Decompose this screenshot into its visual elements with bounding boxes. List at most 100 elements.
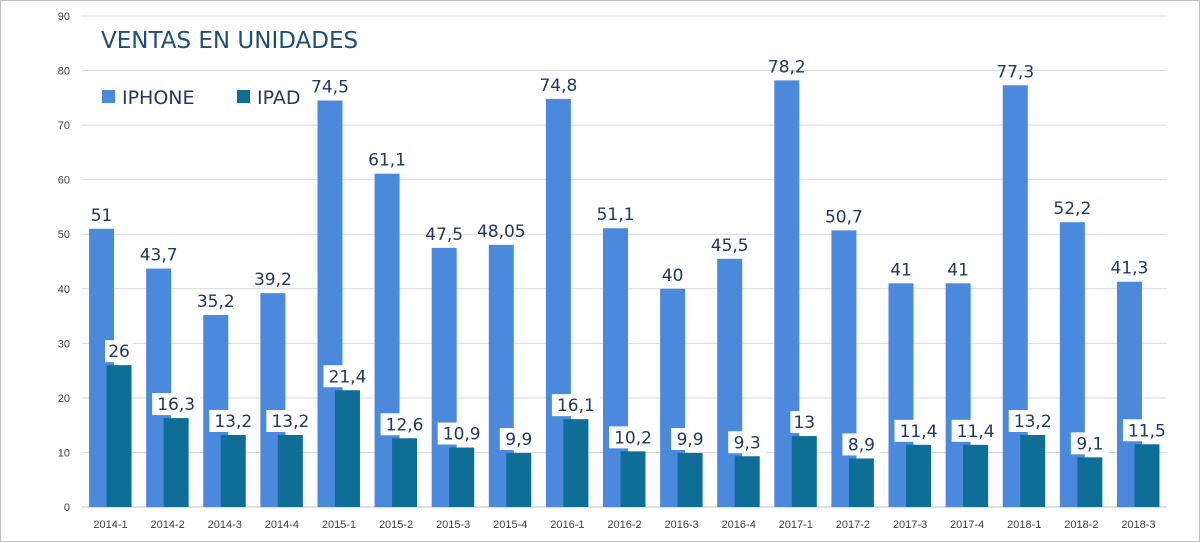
bar-iphone [774, 80, 800, 508]
data-label-ipad: 9,1 [1076, 434, 1103, 454]
data-label-ipad: 16,1 [557, 396, 595, 416]
data-label-ipad: 9,9 [505, 430, 532, 450]
data-label-iphone: 61,1 [368, 151, 406, 171]
data-label-ipad: 13,2 [1014, 412, 1052, 432]
data-label-iphone: 40 [662, 266, 684, 286]
y-tick-label: 80 [58, 66, 70, 78]
bar-ipad [963, 444, 989, 507]
bar-ipad [506, 452, 532, 507]
bar-ipad [1077, 457, 1103, 507]
x-tick-label: 2014-3 [208, 519, 242, 531]
data-labels: 51 26 43,7 16,3 35,2 13,2 39,2 13,2 74,5 21,4 61,1… [91, 57, 1171, 456]
data-label-iphone: 45,5 [711, 236, 749, 256]
data-label-ipad: 16,3 [157, 395, 195, 415]
y-tick-label: 50 [58, 229, 70, 241]
data-label-ipad: 11,5 [1128, 421, 1166, 441]
y-tick-label: 20 [58, 393, 70, 405]
legend-label-ipad: IPAD [257, 87, 300, 109]
data-label-ipad: 21,4 [329, 367, 367, 387]
legend-label-iphone: IPHONE [122, 87, 195, 109]
bar-ipad [277, 434, 303, 507]
data-label-iphone: 35,2 [197, 292, 235, 312]
data-label-ipad: 12,6 [386, 415, 424, 435]
x-axis-ticks: 2014-1 2014-2 2014-3 2014-4 2015-1 2015-2 2015… [93, 519, 1155, 531]
data-label-background [209, 409, 258, 432]
x-tick-label: 2015-4 [493, 519, 527, 531]
x-tick-label: 2017-3 [893, 519, 927, 531]
y-tick-label: 10 [58, 447, 70, 459]
x-tick-label: 2016-4 [722, 519, 756, 531]
chart-title: VENTAS EN UNIDADES [101, 28, 358, 54]
data-label-background [1008, 409, 1057, 432]
data-label-ipad: 11,4 [957, 422, 995, 442]
y-tick-label: 0 [64, 502, 70, 514]
bar-ipad [677, 452, 703, 507]
data-label-iphone: 51,1 [597, 205, 635, 225]
bar-ipad [1134, 444, 1160, 507]
y-tick-label: 40 [58, 284, 70, 296]
data-label-ipad: 11,4 [900, 422, 938, 442]
x-tick-label: 2014-4 [265, 519, 299, 531]
data-label-iphone: 47,5 [425, 225, 463, 245]
data-label-ipad: 10,9 [443, 425, 481, 445]
x-tick-label: 2018-3 [1121, 519, 1155, 531]
data-label-background [499, 427, 538, 450]
data-label-iphone: 78,2 [768, 57, 806, 77]
data-label-iphone: 41,3 [1111, 259, 1149, 279]
data-label-ipad: 13,2 [214, 412, 252, 432]
data-label-background [842, 433, 881, 456]
y-axis-ticks: 0 10 20 30 40 50 60 70 80 90 [58, 11, 70, 514]
data-label-ipad: 9,9 [677, 430, 704, 450]
data-label-ipad: 13,2 [271, 412, 309, 432]
data-label-iphone: 39,2 [254, 270, 292, 290]
data-label-iphone: 41 [890, 260, 912, 280]
data-label-background [152, 393, 201, 416]
bar-ipad [791, 436, 817, 507]
data-label-ipad: 8,9 [848, 435, 875, 455]
data-label-background [671, 427, 710, 450]
y-tick-label: 60 [58, 175, 70, 187]
x-tick-label: 2015-2 [379, 519, 413, 531]
bar-ipad [220, 434, 246, 507]
bar-ipad [163, 418, 189, 507]
data-label-background [728, 431, 767, 454]
data-label-ipad: 9,3 [734, 433, 761, 453]
x-tick-label: 2015-1 [322, 519, 356, 531]
data-label-background [437, 422, 486, 445]
data-label-background [1122, 419, 1171, 442]
data-label-background [1070, 432, 1109, 455]
bar-ipad [392, 438, 418, 507]
data-label-background [380, 413, 429, 436]
legend: IPHONE IPAD [102, 87, 300, 109]
x-tick-label: 2014-1 [93, 519, 127, 531]
legend-swatch-ipad [237, 90, 250, 103]
legend-swatch-iphone [102, 90, 115, 103]
data-label-background [266, 409, 315, 432]
data-label-ipad: 13 [793, 413, 815, 433]
data-label-iphone: 51 [91, 206, 113, 226]
x-tick-label: 2017-4 [950, 519, 984, 531]
data-label-background [951, 419, 1000, 442]
data-label-iphone: 74,5 [311, 78, 349, 98]
y-tick-label: 90 [58, 11, 70, 23]
x-tick-label: 2017-1 [779, 519, 813, 531]
bar-ipad [106, 365, 132, 507]
y-tick-label: 30 [58, 338, 70, 350]
bar-ipad [1020, 434, 1046, 507]
data-label-iphone: 77,3 [996, 62, 1034, 82]
bars [89, 80, 1160, 508]
x-tick-label: 2018-2 [1064, 519, 1098, 531]
data-label-iphone: 41 [947, 260, 969, 280]
data-label-iphone: 50,7 [825, 207, 863, 227]
data-label-background [551, 394, 600, 417]
data-label-ipad: 10,2 [614, 428, 652, 448]
data-label-background [105, 340, 134, 363]
x-tick-label: 2016-2 [607, 519, 641, 531]
data-label-background [609, 426, 657, 449]
x-tick-label: 2016-1 [550, 519, 584, 531]
x-tick-label: 2014-2 [151, 519, 185, 531]
bar-ipad [906, 444, 932, 507]
y-tick-label: 70 [58, 120, 70, 132]
data-label-background [323, 365, 372, 388]
